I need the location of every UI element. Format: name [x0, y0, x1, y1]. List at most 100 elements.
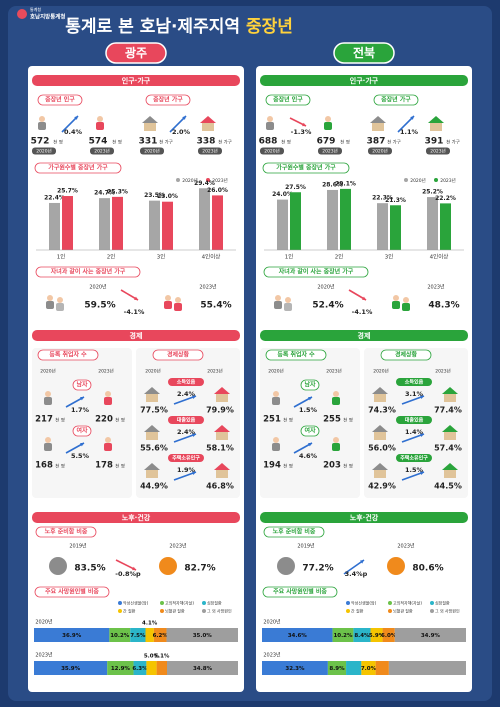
icon	[277, 557, 295, 575]
segment-label: 35.9%	[61, 666, 81, 672]
legend-swatch	[388, 609, 392, 613]
icon	[104, 397, 112, 405]
category: 4인이상	[430, 253, 449, 261]
legend-swatch	[434, 178, 438, 182]
year: 2020년	[268, 368, 284, 375]
segment-label: 34.6%	[288, 633, 308, 639]
icon	[142, 116, 158, 123]
section-title: 경제	[358, 331, 371, 340]
stack-segment	[153, 628, 167, 642]
category: 3인	[157, 254, 166, 261]
icon	[216, 432, 228, 440]
row-label: 대출있음	[177, 417, 196, 424]
segment-label: 5.1%	[154, 654, 170, 660]
icon	[49, 557, 67, 575]
panel	[260, 348, 360, 498]
legend-swatch	[118, 609, 122, 613]
arrow-head	[308, 443, 312, 447]
bar-label: 23.0%	[157, 193, 178, 200]
legend-swatch	[346, 601, 350, 605]
icon	[372, 123, 384, 131]
label-box	[168, 416, 204, 424]
bar-label: 24.7%	[94, 190, 115, 197]
sub-label: 중장년 가구	[381, 96, 411, 104]
unit: 천 명	[55, 463, 65, 470]
bar	[327, 189, 338, 250]
sub-title-box	[262, 586, 338, 598]
year: 2020년	[40, 368, 56, 375]
stack-segment	[34, 661, 108, 675]
stack-segment	[375, 661, 389, 675]
icon	[44, 397, 52, 405]
bar	[162, 201, 173, 250]
legend-swatch	[202, 609, 206, 613]
stack-segment	[166, 628, 238, 642]
unit: 천 명	[55, 417, 65, 424]
icon	[273, 391, 279, 397]
bar-label: 21.3%	[385, 197, 406, 204]
value: 77.4%	[434, 406, 462, 415]
value: 57.4%	[434, 444, 462, 453]
year: 2020년	[264, 148, 280, 155]
legend-swatch	[176, 178, 180, 182]
stack-segment	[107, 661, 134, 675]
segment-label: 35.0%	[193, 633, 213, 639]
icon	[374, 470, 386, 478]
value: 688	[259, 137, 278, 147]
value: 46.8%	[206, 482, 234, 491]
year: 2023년	[98, 368, 114, 375]
icon	[216, 394, 228, 402]
bar	[149, 200, 160, 250]
icon	[104, 443, 112, 451]
org-top: 통계청	[30, 6, 41, 12]
segment-label: 6.2%	[153, 633, 169, 639]
bar	[199, 188, 210, 250]
region-name: 전북	[353, 45, 375, 60]
sub-label-box	[373, 94, 419, 106]
unit: 천 명	[112, 139, 122, 146]
arrow-head	[80, 397, 84, 401]
bar	[62, 196, 73, 250]
arrow	[173, 395, 197, 405]
icon	[200, 116, 216, 123]
icon	[275, 295, 281, 301]
legend-label: 간 질환	[123, 608, 136, 614]
icon	[266, 122, 274, 130]
row-label-box	[72, 425, 92, 437]
value: 58.1%	[206, 444, 234, 453]
value: 168	[35, 461, 53, 471]
bar	[427, 197, 438, 250]
label-box	[396, 378, 432, 386]
row-label-box	[72, 379, 92, 391]
icon	[372, 425, 388, 432]
year: 2023년	[397, 543, 415, 550]
unit: 천 명	[283, 417, 293, 424]
value: 55.4%	[200, 301, 231, 311]
row-label: 소득있음	[405, 379, 424, 386]
year: 2019년	[69, 543, 87, 550]
label-box	[168, 378, 204, 386]
sub-title-box	[152, 349, 204, 361]
sub-title-box	[35, 526, 97, 538]
unit: 천 명	[343, 463, 353, 470]
icon	[444, 470, 456, 478]
value: 178	[95, 461, 113, 471]
arrow-head	[134, 296, 138, 300]
icon	[272, 397, 280, 405]
value: 44.5%	[434, 482, 462, 491]
value: 251	[263, 415, 281, 425]
section-title: 노후·건강	[122, 513, 151, 522]
row-label: 소득있음	[177, 379, 196, 386]
change: -0.8%p	[115, 570, 141, 578]
legend-label: 그 외 사망원인	[207, 608, 232, 614]
icon	[202, 123, 214, 131]
change: 1.5%	[299, 406, 318, 414]
icon	[146, 432, 158, 440]
change: -4.1%	[352, 308, 373, 316]
change: 2.4%	[177, 390, 196, 398]
year-box	[368, 147, 392, 155]
year: 2020년	[145, 368, 161, 375]
segment-label: 5.9%	[369, 633, 385, 639]
year: 2023년	[94, 148, 110, 155]
bar-label: 26.0%	[207, 187, 228, 194]
